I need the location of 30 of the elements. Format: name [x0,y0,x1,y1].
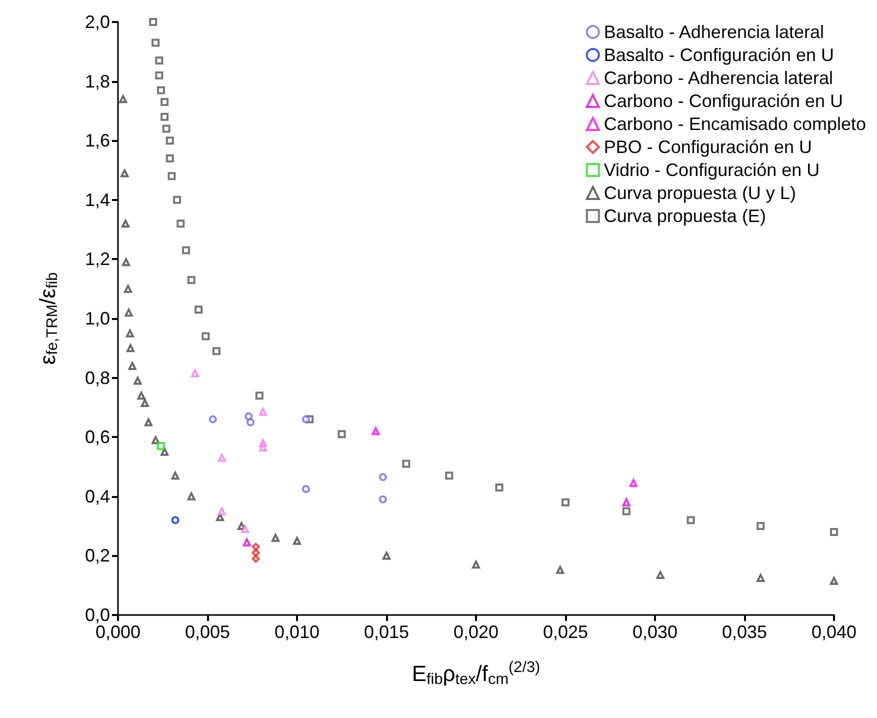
y-tick-label: 1,6 [84,130,110,151]
y-tick-label: 1,4 [84,190,110,210]
y-tick-label: 0,4 [84,486,110,506]
x-tick-label: 0,020 [453,622,499,642]
x-tick-label: 0,000 [95,622,141,642]
legend-label: Carbono - Encamisado completo [604,114,866,134]
x-tick-label: 0,015 [364,622,410,642]
x-tick-label: 0,030 [632,622,678,642]
y-axis-title: εfe,TRM/εfib [35,272,61,365]
x-tick-label: 0,025 [542,622,588,642]
legend-label: Basalto - Configuración en U [604,45,834,65]
y-tick-label: 0,6 [84,427,110,448]
legend-label: Vidrio - Configuración en U [604,160,820,180]
legend-label: Carbono - Adherencia lateral [604,68,834,88]
x-tick-label: 0,005 [184,622,230,642]
legend-label: PBO - Configuración en U [604,137,812,157]
legend-label: Carbono - Configuración en U [604,91,844,111]
y-tick-label: 1,8 [84,71,110,92]
x-tick-label: 0,040 [811,622,857,642]
legend-label: Curva propuesta (U y L) [604,183,796,203]
y-tick-label: 2,0 [84,12,110,32]
y-tick-label: 1,0 [84,308,110,328]
y-tick-label: 1,2 [84,249,110,270]
legend-label: Curva propuesta (E) [604,206,766,226]
x-tick-label: 0,010 [274,622,320,642]
legend-label: Basalto - Adherencia lateral [604,22,824,42]
y-tick-label: 0,0 [84,605,110,625]
y-tick-label: 0,2 [84,546,110,566]
y-tick-label: 0,8 [84,368,110,388]
x-tick-label: 0,035 [722,622,768,642]
